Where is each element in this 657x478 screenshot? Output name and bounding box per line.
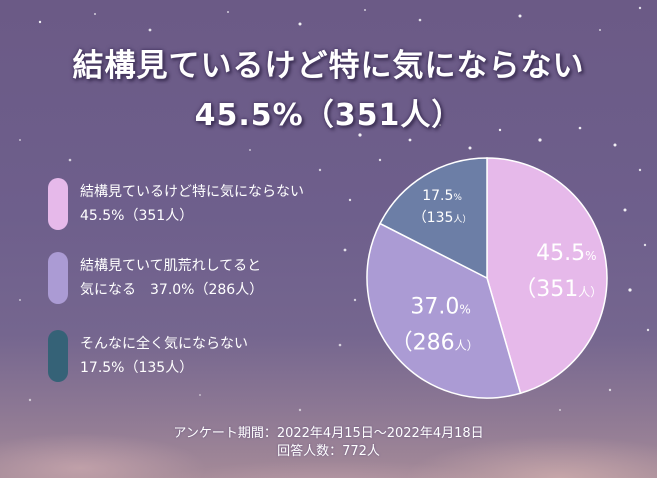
pie-percent-label-2: 37.0% — [410, 294, 470, 319]
legend-swatch-1 — [48, 178, 68, 230]
pie-slice-3 — [379, 157, 488, 280]
legend-swatch-2 — [48, 252, 68, 304]
legend-value-1: 45.5%（351人） — [80, 208, 194, 224]
pie-count-label-3: （135人） — [413, 210, 472, 226]
headline-title: 結構見ているけど特に気にならない — [72, 48, 585, 84]
pie-slice-2 — [366, 222, 522, 399]
legend-value-3: 17.5%（135人） — [80, 360, 194, 376]
pie-slice-1 — [486, 157, 608, 395]
pie-percent-label-1: 45.5% — [536, 241, 596, 266]
legend-value-2: 気になる 37.0%（286人） — [80, 282, 264, 298]
headline-result: 45.5%（351人） — [194, 98, 463, 133]
legend-swatch-3 — [48, 330, 68, 382]
legend-label-2: 結構見ていて肌荒れしてると — [80, 258, 262, 274]
respondent-count: 回答人数：772人 — [277, 444, 380, 459]
legend-label-3: そんなに全く気にならない — [80, 336, 248, 352]
survey-period: アンケート期間：2022年4月15日〜2022年4月18日 — [173, 426, 484, 441]
pie-count-label-1: （351人） — [514, 277, 602, 302]
legend-label-1: 結構見ているけど特に気にならない — [80, 184, 304, 200]
pie-percent-label-3: 17.5% — [422, 188, 462, 204]
pie-count-label-2: （286人） — [391, 330, 479, 355]
pie-chart: 45.5% （351人） 37.0% （286人） 17.5% （135人） — [366, 157, 608, 399]
